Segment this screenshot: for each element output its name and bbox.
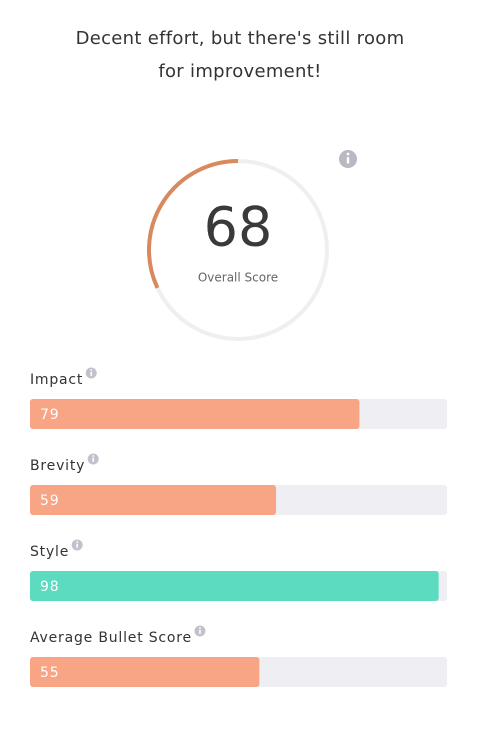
feedback-message: Decent effort, but there's still room fo… [75, 28, 405, 82]
bar [30, 571, 439, 601]
info-icon[interactable] [87, 453, 99, 465]
info-icon[interactable] [339, 150, 357, 168]
bar-value: 55 [40, 665, 59, 681]
score-label: Overall Score [198, 271, 278, 285]
bar [30, 485, 277, 515]
info-stem [92, 457, 95, 462]
page: Decent effort, but there's still room fo… [30, 28, 447, 687]
info-icon[interactable] [85, 367, 97, 379]
info-stem [76, 543, 78, 548]
info-dot [76, 541, 79, 543]
info-icon[interactable] [194, 625, 206, 637]
info-stem [199, 629, 201, 634]
info-dot [92, 455, 95, 457]
gauge-arc [147, 159, 239, 289]
metric-label: Impact [30, 372, 83, 388]
metric-label: Style [30, 544, 69, 560]
overall-score: 68 [204, 196, 273, 259]
bar-value: 98 [40, 579, 59, 595]
info-dot [199, 627, 201, 629]
metric-label: Average Bullet Score [30, 630, 192, 646]
info-icon[interactable] [71, 539, 83, 551]
score-panel: 68 Overall Score Impact 79 Brevity 59 Style 9… [30, 150, 447, 687]
info-dot [90, 369, 93, 371]
info-stem [90, 371, 93, 376]
bar [30, 399, 360, 429]
bar-value: 79 [40, 407, 59, 423]
metric-label: Brevity [30, 458, 85, 474]
bar [30, 657, 260, 687]
bar-value: 59 [40, 493, 59, 509]
